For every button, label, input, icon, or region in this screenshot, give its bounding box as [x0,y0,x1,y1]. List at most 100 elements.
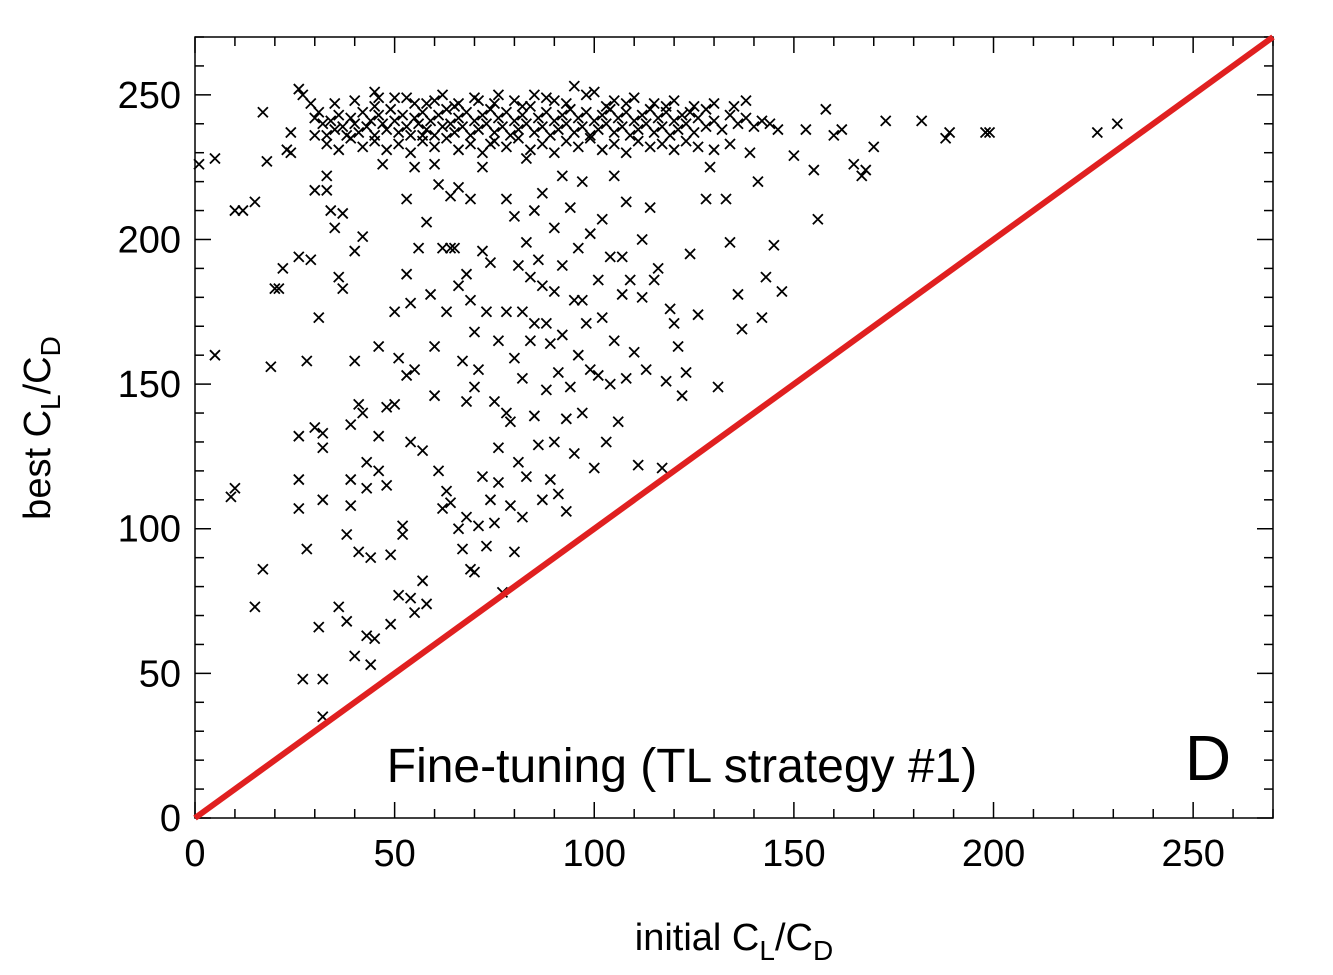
data-point [812,213,824,225]
data-point [476,471,489,483]
data-point [520,152,533,165]
data-point [668,95,680,107]
data-point [432,465,445,477]
data-point [608,126,620,139]
data-point [349,355,361,367]
data-point [396,109,409,121]
data-point [672,123,684,136]
data-point [552,488,564,500]
data-point [636,109,648,121]
data-point [732,288,744,301]
data-point [321,129,333,141]
data-point [532,439,544,451]
data-point [536,187,548,199]
data-point [504,129,517,141]
data-point [548,95,560,107]
data-point [524,335,537,347]
y-axis-title-sub2: D [35,336,66,356]
data-point [444,118,457,130]
data-point [317,118,329,130]
data-point [424,288,437,301]
data-point [688,100,700,113]
data-point [776,285,788,298]
data-point [408,97,421,110]
data-point [596,109,608,121]
y-tick-label: 50 [139,653,181,695]
data-point [313,311,325,324]
data-point [436,121,449,133]
data-point [656,138,668,150]
data-point [484,256,497,269]
data-point [468,381,481,393]
data-point [357,230,369,243]
data-point [712,381,724,393]
data-point [516,372,529,384]
data-point [448,126,461,139]
data-point [329,222,341,234]
data-point [472,123,485,136]
data-point [508,115,521,127]
x-axis-title-mid: /C [775,917,813,959]
data-point [608,138,620,150]
data-point [620,97,632,110]
x-tick-label: 0 [184,833,205,875]
data-point [468,115,481,127]
data-point [349,650,361,662]
x-tick-label: 150 [762,833,825,875]
data-point [225,491,237,503]
data-point [424,115,437,127]
y-tick-label: 150 [118,364,181,406]
data-point [700,193,712,205]
x-axis-title-sub2: D [813,935,833,966]
data-point [536,494,548,506]
data-point [388,306,401,318]
data-point [345,132,357,144]
data-point [556,109,568,121]
plot-frame [194,36,1274,819]
data-point [301,355,313,367]
data-point [536,280,548,292]
data-point [321,184,333,196]
data-point [500,193,513,205]
data-point [560,97,572,110]
data-point [396,528,409,541]
data-point [528,410,541,422]
data-point [548,222,560,234]
data-point [648,274,660,286]
data-point [564,381,576,393]
data-point [229,482,241,494]
data-point [500,407,513,419]
data-point [548,436,560,448]
data-point [373,340,385,353]
data-point [448,242,461,254]
data-point [249,196,261,208]
data-point [756,115,768,127]
data-point [572,242,584,254]
y-axis-title: best CL/CD [17,336,66,520]
data-point [868,141,880,153]
data-point [648,126,660,139]
x-tick-label: 50 [373,833,415,875]
data-point [404,147,417,159]
data-point [576,294,588,306]
data-point [520,236,533,249]
data-point [660,375,672,387]
data-point [508,546,521,558]
data-point [540,317,552,330]
axis-ticks: 0 50 100 150 200 250 0 50 100 150 200 250 [118,36,1274,875]
data-point [293,502,305,515]
data-point [305,254,317,266]
y-axis-title-mid: /C [17,356,59,394]
data-point [504,416,517,428]
data-point [273,283,285,295]
data-point [488,97,501,110]
data-point [983,126,996,139]
data-point [620,196,632,208]
data-point [349,118,361,130]
data-point [468,566,481,578]
data-point [488,135,501,147]
data-point [353,126,365,139]
data-point [572,349,584,361]
data-point [536,138,548,150]
data-point [576,407,588,419]
